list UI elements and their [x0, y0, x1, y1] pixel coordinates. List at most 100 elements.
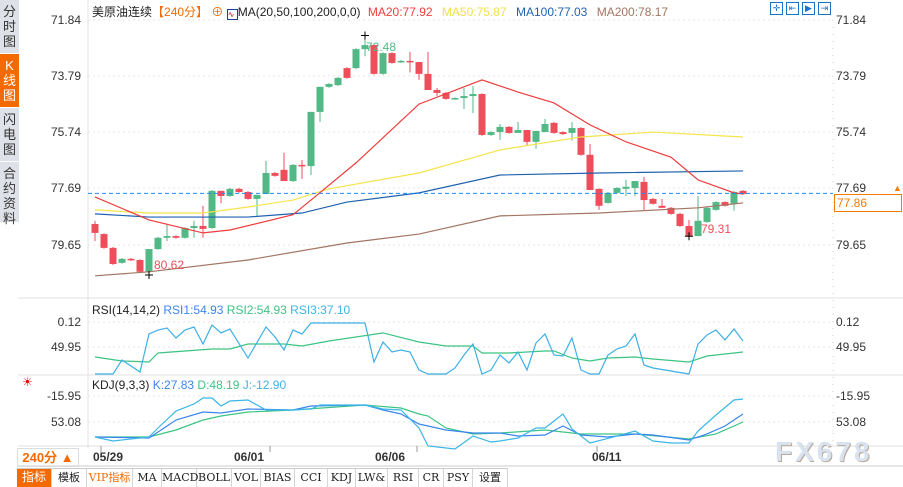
kdj-k-value: K:27.83: [152, 378, 195, 392]
price-up-icon: ▲: [893, 183, 902, 193]
tab-cr[interactable]: CR: [419, 469, 444, 487]
candle: [703, 207, 711, 222]
candle: [262, 172, 270, 195]
tab-bias[interactable]: BIAS: [261, 469, 295, 487]
candle: [208, 190, 216, 229]
rsi-legend: RSI(14,14,2) RSI1:54.93 RSI2:54.93 RSI3:…: [92, 303, 350, 317]
symbol-name: 美原油连续: [92, 5, 153, 19]
rsi1-value: RSI1:54.93: [163, 303, 224, 317]
tab-template[interactable]: 模板: [52, 469, 87, 487]
add-indicator-icon[interactable]: ⊕: [211, 5, 224, 19]
candle: [451, 98, 459, 100]
candle: [127, 258, 135, 261]
candle: [163, 236, 171, 238]
tab-ma[interactable]: MA: [133, 469, 162, 487]
candle: [118, 258, 126, 263]
tab-indicator[interactable]: 指标: [17, 469, 52, 487]
current-price-tag: 77.86: [834, 194, 902, 212]
candle: [460, 96, 468, 99]
tab-macd[interactable]: MACD: [162, 469, 198, 487]
y-label: 75.74: [50, 125, 81, 139]
candle: [649, 198, 657, 204]
period-label: 【240分】: [152, 5, 209, 19]
candle: [550, 122, 558, 133]
candle: [532, 130, 540, 142]
zoom-in-icon[interactable]: ⇤: [786, 2, 799, 15]
low-marker: [685, 232, 693, 241]
candle: [325, 83, 333, 87]
candle: [253, 194, 261, 199]
candle: [91, 223, 99, 233]
tab-boll[interactable]: BOLL: [197, 469, 232, 487]
candle: [613, 187, 621, 193]
kdj-y-label-right: -15.95: [836, 389, 871, 403]
local-low-label: 79.31: [701, 222, 732, 236]
candle: [244, 191, 252, 199]
sidebar-tab-timeshare[interactable]: 分时图: [0, 0, 19, 53]
candle: [505, 126, 513, 133]
candle: [487, 132, 495, 135]
ma-settings-icon[interactable]: ∿: [226, 9, 238, 20]
candle: [154, 237, 162, 250]
tab-rsi[interactable]: RSI: [388, 469, 419, 487]
kdj-y-label: -15.95: [46, 389, 81, 403]
sidebar-tab-kline[interactable]: K线图: [0, 54, 19, 107]
x-label: 06/01: [234, 450, 265, 464]
tab-kdj[interactable]: KDJ: [328, 469, 356, 487]
rsi2-line: [94, 332, 744, 363]
sidebar-tab-flash[interactable]: 闪电图: [0, 108, 19, 161]
tab-psy[interactable]: PSY: [444, 469, 473, 487]
ma-params: MA(20,50,100,200,0,0): [237, 5, 361, 19]
kdj-title: KDJ(9,3,3): [92, 378, 150, 392]
high-price-label: 72.48: [366, 40, 397, 54]
tab-vip-indicator[interactable]: VIP指标: [87, 469, 133, 487]
y-label-right: 71.84: [836, 13, 867, 27]
scroll-right-icon[interactable]: ⇥: [818, 2, 831, 15]
candle: [352, 49, 360, 69]
y-label-right: 75.74: [836, 125, 867, 139]
ma100-line: [94, 170, 744, 218]
candle: [523, 130, 531, 142]
candle: [100, 234, 108, 248]
rsi-y-label-right: 0.12: [836, 315, 860, 329]
tab-vol[interactable]: VOL: [232, 469, 261, 487]
rsi2-value: RSI2:54.93: [226, 303, 287, 317]
candle: [496, 126, 504, 133]
y-label-right: 77.69: [836, 181, 867, 195]
candle: [559, 132, 567, 135]
tab-lwr[interactable]: LW&: [356, 469, 388, 487]
candle: [406, 60, 414, 63]
candle: [343, 68, 351, 78]
candle: [442, 92, 450, 99]
ma50-value: MA50:75.87: [441, 5, 507, 19]
candle: [577, 128, 585, 155]
candle: [676, 213, 684, 226]
zoom-out-icon[interactable]: ▶: [802, 2, 815, 15]
period-selector[interactable]: 240分 ▲: [17, 448, 79, 467]
candle: [469, 94, 477, 97]
candle: [595, 188, 603, 206]
rsi-title: RSI(14,14,2): [92, 303, 161, 317]
chart-legend: 美原油连续【240分】 ⊕ ∿ MA(20,50,100,200,0,0) MA2…: [92, 3, 668, 20]
candle: [640, 181, 648, 201]
tab-settings[interactable]: 设置: [473, 469, 508, 487]
candle: [694, 220, 702, 237]
candle: [424, 73, 432, 91]
candle: [136, 259, 144, 272]
candle: [478, 94, 486, 135]
candle: [289, 164, 297, 182]
ma20-line: [94, 79, 744, 234]
tab-cci[interactable]: CCI: [295, 469, 328, 487]
kdj-d-value: D:48.19: [197, 378, 240, 392]
move-icon[interactable]: ✛: [770, 2, 783, 15]
candle: [226, 188, 234, 197]
candle: [622, 186, 630, 189]
y-label: 77.69: [50, 181, 81, 195]
sidebar-tab-contract-info[interactable]: 合约资料: [0, 162, 19, 226]
candle: [568, 128, 576, 133]
indicator-settings-icon[interactable]: ☀: [22, 375, 33, 389]
kdj-y-label-right: 53.08: [836, 415, 867, 429]
candle: [145, 249, 153, 272]
x-label: 06/06: [375, 450, 406, 464]
